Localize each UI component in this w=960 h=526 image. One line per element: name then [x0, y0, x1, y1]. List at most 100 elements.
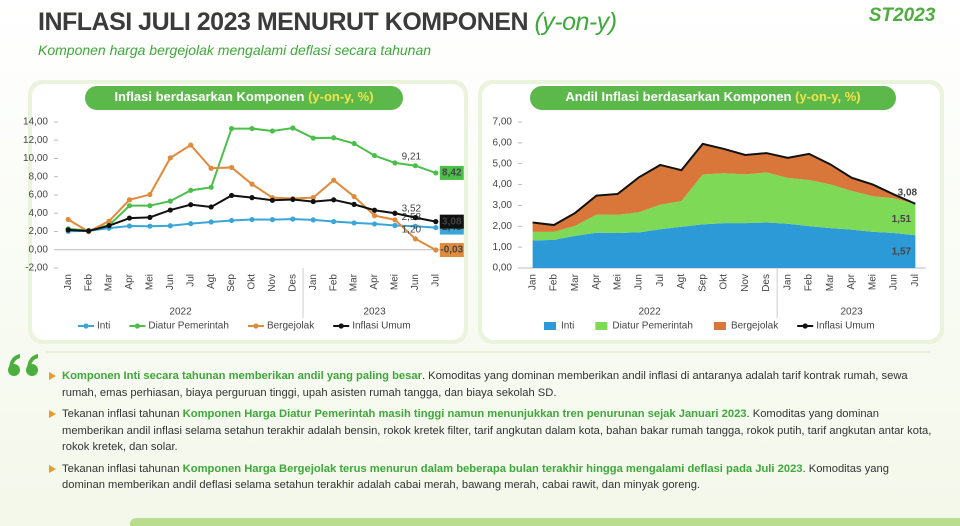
x-tick-label: Mei — [612, 274, 623, 290]
x-tick-label: Mar — [825, 273, 836, 291]
point — [433, 219, 439, 225]
value-label: 3,52 — [402, 203, 422, 214]
value-label: 3,08 — [442, 216, 462, 227]
legend-swatch — [802, 323, 808, 329]
value-label-box — [439, 214, 464, 229]
x-tick-label: Okt — [719, 274, 730, 290]
value-label-box — [439, 243, 464, 258]
legend-label: Inti — [561, 321, 574, 332]
legend-swatch — [338, 323, 344, 329]
legend-swatch — [83, 323, 89, 329]
point — [167, 207, 173, 213]
y-tick-label: 3,00 — [493, 200, 513, 211]
value-label-box — [439, 165, 464, 180]
value-label: 1,20 — [402, 224, 422, 235]
point — [392, 160, 398, 166]
point — [433, 247, 439, 253]
legend-swatch — [713, 322, 726, 330]
point — [331, 135, 337, 141]
x-tick-label: Apr — [369, 273, 380, 289]
point — [351, 201, 357, 207]
y-tick-label: 5,00 — [493, 158, 513, 169]
bullet-text: Komponen Harga Bergejolak terus menurun … — [182, 462, 803, 475]
bullet-text: Komponen Harga Diatur Pemerintah masih t… — [182, 408, 747, 420]
y-tick-label: 0,00 — [29, 244, 49, 255]
subtitle: Komponen harga bergejolak mengalami defl… — [38, 42, 432, 58]
point — [290, 125, 296, 131]
x-tick-label: Nov — [267, 274, 278, 292]
point — [188, 202, 194, 208]
point — [351, 193, 357, 200]
point — [331, 218, 337, 225]
bullet-text: Tekanan inflasi tahunan — [62, 408, 183, 420]
point — [86, 228, 92, 234]
point — [412, 223, 418, 229]
point — [65, 227, 71, 233]
title: INFLASI JULI 2023 MENURUT KOMPONEN (y-on… — [38, 8, 617, 37]
point — [228, 217, 235, 224]
x-tick-label: Jul — [430, 274, 441, 287]
point — [228, 192, 235, 199]
bullet-text: Komponen Inti secara tahunan memberikan … — [62, 370, 422, 382]
y-tick-label: 7,00 — [493, 117, 513, 128]
point — [412, 163, 418, 169]
x-tick-label: Des — [287, 274, 298, 292]
bullet-text: . Komoditas yang dominan memberikan andi… — [62, 370, 908, 399]
point — [290, 216, 296, 222]
x-tick-label: Feb — [328, 274, 339, 292]
x-tick-label: Jul — [910, 274, 921, 287]
series-line — [532, 142, 916, 227]
chart-title-text: Andil Inflasi berdasarkan Komponen — [565, 89, 791, 104]
x-tick-label: Jan — [527, 274, 538, 290]
point — [228, 125, 235, 132]
x-tick-label: Jun — [634, 274, 645, 290]
x-tick-label: Mei — [145, 274, 156, 290]
y-tick-label: 4,00 — [493, 179, 513, 190]
point — [249, 181, 255, 187]
point — [167, 223, 173, 229]
point — [310, 198, 316, 205]
point — [310, 135, 316, 141]
panel — [32, 84, 464, 340]
y-tick-label: 4,00 — [29, 208, 49, 219]
point — [249, 216, 255, 223]
value-label: 9,21 — [402, 151, 422, 162]
x-tick-label: Nov — [740, 274, 751, 292]
area — [532, 143, 916, 232]
x-group-label: 2022 — [169, 307, 192, 318]
y-tick-label: 0,00 — [493, 263, 513, 274]
y-tick-label: 2,00 — [493, 221, 513, 232]
point — [126, 203, 133, 209]
point — [392, 222, 398, 229]
y-tick-label: 8,00 — [29, 171, 49, 182]
x-tick-label: Des — [761, 274, 772, 292]
chart-title-unit: (y-on-y, %) — [795, 89, 860, 104]
x-tick-label: Okt — [247, 274, 258, 290]
point — [310, 195, 316, 201]
x-tick-label: Jun — [410, 274, 421, 290]
point — [188, 187, 194, 193]
point — [106, 218, 112, 224]
point — [208, 204, 214, 210]
bullet: Tekanan inflasi tahunan Komponen Harga D… — [49, 406, 933, 456]
logo: ST2023 — [868, 5, 936, 26]
y-tick-label: 2,00 — [29, 226, 49, 237]
x-tick-label: Jul — [655, 274, 666, 287]
bullet: Komponen Inti secara tahunan memberikan … — [49, 368, 933, 401]
legend-swatch — [253, 323, 259, 329]
legend-label: Diatur Pemerintah — [612, 321, 693, 332]
point — [65, 216, 71, 223]
legend-label: Bergejolak — [267, 321, 315, 332]
x-tick-label: Feb — [549, 274, 560, 292]
chart-title: Andil Inflasi berdasarkan Komponen (y-on… — [565, 89, 860, 104]
x-tick-label: Jun — [165, 274, 176, 290]
point — [371, 213, 378, 219]
x-tick-label: Feb — [804, 274, 815, 292]
point — [249, 125, 255, 132]
value-label: 1,57 — [892, 246, 912, 257]
point — [147, 203, 153, 209]
y-tick-label: 1,00 — [493, 242, 513, 253]
point — [167, 155, 173, 161]
point — [188, 142, 194, 148]
